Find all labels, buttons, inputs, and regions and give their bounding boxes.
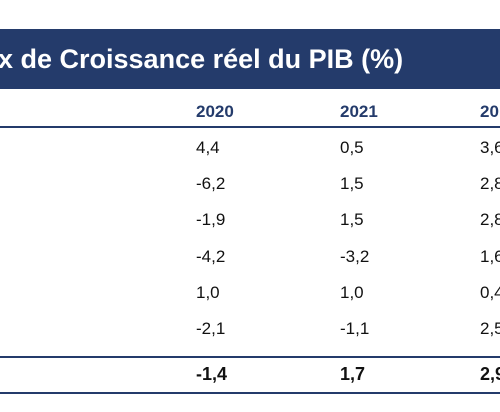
- table-cell: -1,9: [196, 210, 226, 229]
- table-cell: 2,5: [480, 319, 500, 338]
- table-cell: 0,4: [480, 283, 500, 302]
- table-cell: 2,8: [480, 210, 500, 229]
- header-divider: [0, 126, 500, 128]
- table-cell: -1,1: [340, 319, 370, 338]
- total-cell-2021: 1,7: [340, 364, 366, 384]
- total-cell-third: 2,9: [480, 364, 500, 384]
- table-cell: -6,2: [196, 174, 226, 193]
- table-cell: -3,2: [340, 247, 370, 266]
- page-title: x de Croissance réel du PIB (%): [0, 44, 404, 74]
- table-cell: -4,2: [196, 247, 226, 266]
- column-header-2020: 2020: [196, 102, 234, 121]
- table-cell: 1,0: [196, 283, 220, 302]
- total-divider-bottom: [0, 392, 500, 394]
- table-cell: 4,4: [196, 138, 220, 157]
- table-cell: -2,1: [196, 319, 226, 338]
- total-cell-2020: -1,4: [196, 364, 228, 384]
- column-header-third: 20: [480, 102, 499, 121]
- table-cell: 1,6: [480, 247, 500, 266]
- table-cell: 1,5: [340, 174, 364, 193]
- column-header-2021: 2021: [340, 102, 378, 121]
- table-cell: 2,8: [480, 174, 500, 193]
- total-divider-top: [0, 356, 500, 358]
- title-bar: x de Croissance réel du PIB (%): [0, 29, 500, 89]
- table-cell: 0,5: [340, 138, 364, 157]
- table-cell: 3,6: [480, 138, 500, 157]
- table-cell: 1,5: [340, 210, 364, 229]
- table-cell: 1,0: [340, 283, 364, 302]
